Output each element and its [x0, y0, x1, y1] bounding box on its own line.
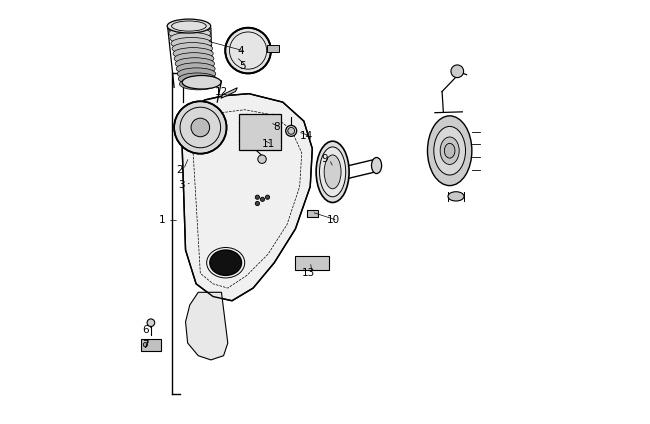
- Polygon shape: [141, 339, 161, 351]
- Polygon shape: [221, 88, 237, 98]
- Circle shape: [191, 118, 210, 137]
- Circle shape: [286, 126, 296, 137]
- Ellipse shape: [167, 19, 211, 33]
- Ellipse shape: [434, 126, 465, 175]
- Circle shape: [265, 195, 270, 199]
- Circle shape: [226, 28, 271, 73]
- Text: 7: 7: [142, 340, 149, 350]
- Text: 8: 8: [273, 123, 280, 132]
- Circle shape: [174, 101, 227, 153]
- Ellipse shape: [448, 192, 464, 201]
- Circle shape: [143, 343, 148, 347]
- FancyBboxPatch shape: [267, 45, 279, 52]
- Text: 13: 13: [302, 268, 315, 278]
- Ellipse shape: [316, 141, 349, 203]
- Polygon shape: [185, 292, 227, 360]
- Polygon shape: [295, 257, 330, 270]
- Ellipse shape: [177, 68, 216, 80]
- Polygon shape: [307, 210, 318, 218]
- Circle shape: [258, 155, 266, 163]
- Ellipse shape: [440, 137, 459, 165]
- Ellipse shape: [171, 37, 212, 49]
- Ellipse shape: [179, 78, 217, 90]
- Circle shape: [451, 65, 463, 78]
- Ellipse shape: [172, 42, 213, 54]
- Text: 2: 2: [176, 165, 183, 175]
- Ellipse shape: [372, 157, 382, 173]
- Ellipse shape: [320, 147, 346, 197]
- Ellipse shape: [174, 53, 214, 64]
- Ellipse shape: [182, 75, 221, 89]
- Ellipse shape: [170, 32, 211, 44]
- Polygon shape: [181, 94, 312, 301]
- Ellipse shape: [169, 27, 211, 39]
- Text: 1: 1: [159, 215, 166, 226]
- Text: 9: 9: [322, 154, 328, 164]
- Ellipse shape: [445, 143, 455, 158]
- Circle shape: [261, 197, 265, 201]
- Ellipse shape: [428, 116, 472, 186]
- Ellipse shape: [178, 73, 216, 85]
- Text: 6: 6: [142, 325, 149, 335]
- Text: 14: 14: [300, 131, 313, 141]
- Ellipse shape: [176, 63, 215, 75]
- Text: 5: 5: [239, 61, 246, 71]
- Ellipse shape: [168, 22, 210, 34]
- Text: 4: 4: [237, 46, 244, 56]
- Circle shape: [255, 195, 259, 199]
- Text: 12: 12: [215, 86, 228, 97]
- Ellipse shape: [210, 250, 242, 276]
- Text: 10: 10: [327, 215, 340, 226]
- Circle shape: [255, 201, 259, 206]
- Ellipse shape: [176, 58, 214, 70]
- Text: 3: 3: [178, 179, 185, 190]
- Ellipse shape: [324, 155, 341, 189]
- Circle shape: [147, 319, 155, 326]
- FancyBboxPatch shape: [239, 114, 281, 150]
- Text: 11: 11: [261, 139, 274, 149]
- Ellipse shape: [173, 47, 213, 59]
